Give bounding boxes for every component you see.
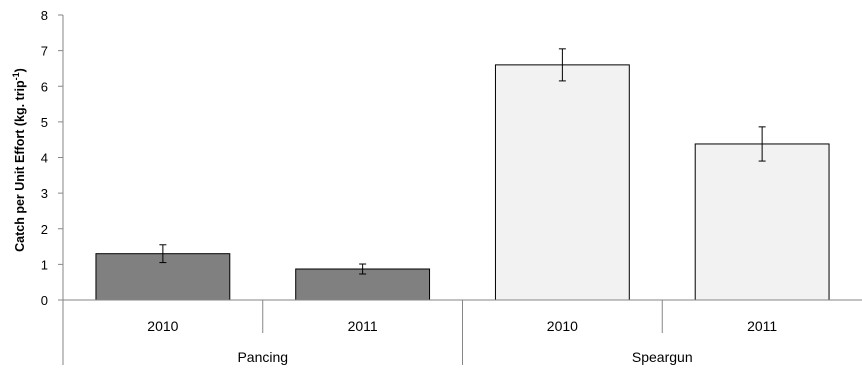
bar <box>494 64 630 301</box>
axes: 0 1 2 3 4 5 6 7 8 2010 2011 2010 2011 Pancing Speargun <box>41 8 862 365</box>
y-tick-label: 2 <box>41 222 48 237</box>
x-group-label: Speargun <box>632 349 693 365</box>
x-group-label: Pancing <box>237 349 288 365</box>
x-category-label: 2011 <box>747 318 777 334</box>
y-tick-label: 5 <box>41 115 48 130</box>
x-category-label: 2010 <box>147 318 178 334</box>
x-category-label: 2010 <box>547 318 578 334</box>
y-tick-label: 1 <box>41 257 48 272</box>
y-tick-label: 0 <box>41 293 48 308</box>
y-tick-label: 7 <box>41 44 48 59</box>
y-tick-label: 3 <box>41 186 48 201</box>
y-axis-title-superscript: -1 <box>11 72 21 80</box>
y-axis-title-end: ) <box>13 68 27 72</box>
bars <box>95 48 830 301</box>
y-tick-label: 4 <box>41 151 48 166</box>
bar <box>694 143 830 301</box>
y-tick-label: 8 <box>41 8 48 23</box>
y-axis-title-main: Catch per Unit Effort (kg. trip <box>13 80 27 252</box>
y-axis-title: Catch per Unit Effort (kg. trip-1) <box>11 68 27 252</box>
x-category-label: 2011 <box>348 318 378 334</box>
y-tick-label: 6 <box>41 79 48 94</box>
